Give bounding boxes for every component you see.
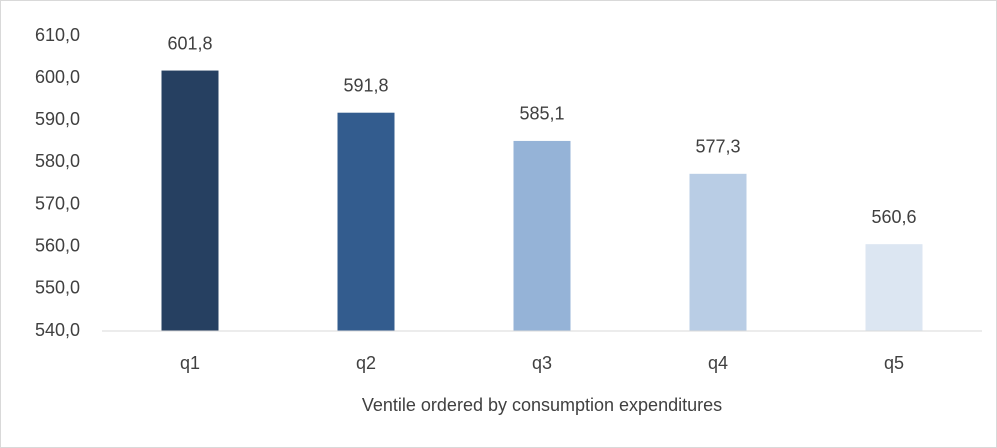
bar: [161, 70, 219, 332]
y-tick-label: 600,0: [35, 67, 80, 87]
bar: [337, 112, 395, 331]
x-tick-label: q3: [532, 353, 552, 373]
y-tick-label: 570,0: [35, 193, 80, 213]
y-tick-label: 590,0: [35, 109, 80, 129]
y-tick-label: 560,0: [35, 235, 80, 255]
x-tick-label: q4: [708, 353, 728, 373]
x-tick-label: q5: [884, 353, 904, 373]
data-label: 601,8: [167, 33, 212, 53]
y-tick-label: 540,0: [35, 320, 80, 340]
x-tick-label: q2: [356, 353, 376, 373]
y-tick-label: 610,0: [35, 25, 80, 45]
data-label: 585,1: [519, 104, 564, 124]
bar: [689, 173, 747, 331]
y-tick-label: 580,0: [35, 151, 80, 171]
bar: [513, 140, 571, 331]
data-label: 591,8: [343, 75, 388, 95]
bar: [865, 244, 923, 331]
y-tick-label: 550,0: [35, 278, 80, 298]
data-label: 560,6: [871, 207, 916, 227]
x-axis-title: Ventile ordered by consumption expenditu…: [362, 395, 722, 415]
x-tick-label: q1: [180, 353, 200, 373]
data-label: 577,3: [695, 137, 740, 157]
